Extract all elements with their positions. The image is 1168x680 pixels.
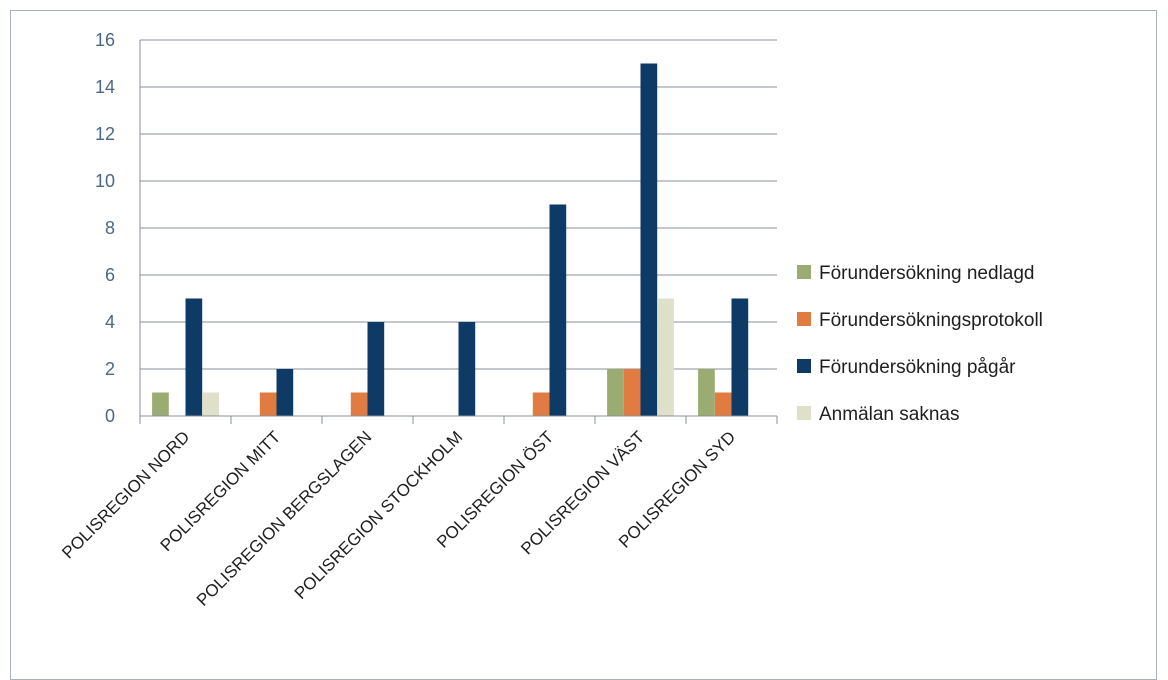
bars: [152, 63, 749, 416]
bar: [657, 298, 674, 416]
bar: [714, 392, 732, 416]
legend: Förundersökning nedlagd Förundersökningsp…: [797, 263, 1043, 425]
y-tick-label: 8: [105, 218, 115, 238]
bar: [152, 392, 169, 416]
legend-label: Förundersökning pågår: [819, 357, 1016, 378]
bar: [532, 392, 550, 416]
y-axis-ticks: 0 2 4 6 8 10 12 14 16: [95, 30, 115, 426]
bar: [458, 322, 476, 416]
legend-label: Förundersökning nedlagd: [819, 263, 1035, 284]
y-tick-label: 4: [105, 312, 115, 332]
bar: [607, 369, 624, 416]
y-tick-label: 6: [105, 265, 115, 285]
y-tick-label: 16: [95, 30, 115, 50]
legend-swatch: [797, 312, 811, 326]
bar: [731, 298, 749, 416]
legend-swatch: [797, 359, 811, 373]
legend-label: Anmälan saknas: [819, 404, 959, 425]
y-tick-label: 12: [95, 124, 115, 144]
legend-swatch: [797, 406, 811, 420]
bar: [185, 298, 203, 416]
x-category-label: POLISREGION BERGSLAGEN: [193, 427, 375, 609]
legend-label: Förundersökningsprotokoll: [819, 310, 1043, 331]
y-tick-label: 10: [95, 171, 115, 191]
bar: [367, 322, 385, 416]
y-tick-label: 2: [105, 359, 115, 379]
bar: [350, 392, 368, 416]
y-tick-label: 14: [95, 77, 115, 97]
bar: [698, 369, 715, 416]
bar: [202, 392, 219, 416]
x-axis: [139, 40, 778, 424]
x-category-label: POLISREGION STOCKHOLM: [291, 427, 467, 603]
bar: [259, 392, 277, 416]
bar: [549, 204, 567, 416]
y-tick-label: 0: [105, 406, 115, 426]
bar: [623, 369, 641, 416]
bar: [276, 369, 294, 416]
legend-swatch: [797, 265, 811, 279]
bar: [640, 63, 658, 416]
